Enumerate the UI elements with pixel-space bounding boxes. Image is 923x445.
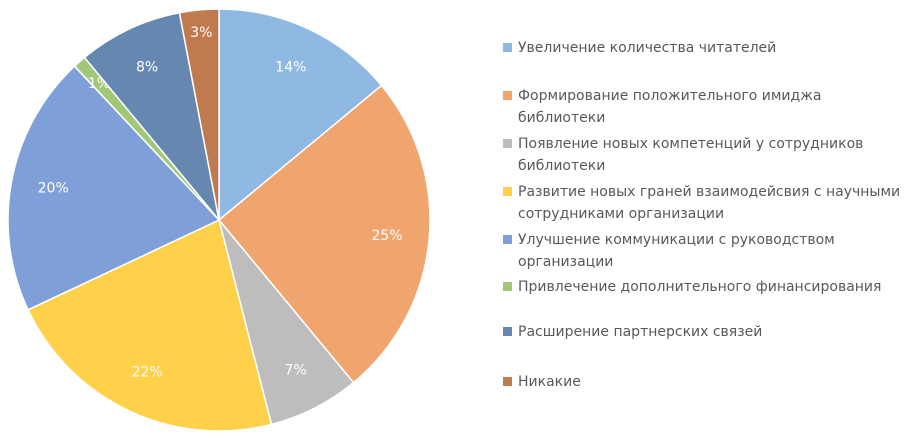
legend-swatch bbox=[503, 327, 512, 336]
data-label: 22% bbox=[132, 365, 163, 381]
legend-swatch bbox=[503, 235, 512, 244]
legend-item: Улучшение коммуникации с руководством ор… bbox=[503, 229, 903, 273]
pie-slice bbox=[178, 8, 220, 221]
legend-swatch bbox=[503, 377, 512, 386]
legend-item: Развитие новых граней взаимодейсвия с на… bbox=[503, 181, 903, 225]
legend-swatch bbox=[503, 139, 512, 148]
legend-swatch bbox=[503, 91, 512, 100]
legend-swatch bbox=[503, 187, 512, 196]
legend-label: Появление новых компетенций у сотруднико… bbox=[518, 136, 864, 174]
legend-swatch bbox=[503, 282, 512, 291]
data-label: 7% bbox=[285, 362, 307, 378]
legend-item: Формирование положительного имиджа библи… bbox=[503, 85, 903, 129]
pie-chart: 14%25%7%22%20%1%8%3% bbox=[7, 8, 431, 432]
legend-label: Увеличение количества читателей bbox=[518, 40, 777, 56]
pie-slice bbox=[218, 8, 383, 222]
data-label: 8% bbox=[136, 59, 158, 75]
legend-label: Улучшение коммуникации с руководством ор… bbox=[518, 232, 835, 270]
legend-swatch bbox=[503, 43, 512, 52]
legend-label: Расширение партнерских связей bbox=[518, 324, 763, 340]
legend-item: Никакие bbox=[503, 371, 903, 393]
legend-label: Развитие новых граней взаимодейсвия с на… bbox=[518, 184, 901, 222]
pie-slice bbox=[7, 65, 221, 311]
data-label: 25% bbox=[371, 228, 402, 244]
pie-slice bbox=[217, 84, 431, 384]
pie-slice bbox=[83, 11, 220, 221]
data-label: 3% bbox=[190, 25, 212, 41]
legend-item: Увеличение количества читателей bbox=[503, 37, 903, 59]
legend-item: Появление новых компетенций у сотруднико… bbox=[503, 133, 903, 177]
legend-label: Никакие bbox=[518, 374, 581, 390]
data-label: 14% bbox=[275, 59, 306, 75]
pie-slice bbox=[27, 218, 273, 432]
legend-item: Расширение партнерских связей bbox=[503, 321, 903, 343]
legend-label: Формирование положительного имиджа библи… bbox=[518, 88, 822, 126]
legend-item: Привлечение дополнительного финансирован… bbox=[503, 276, 903, 298]
legend-label: Привлечение дополнительного финансирован… bbox=[518, 279, 882, 295]
data-label: 20% bbox=[38, 180, 69, 196]
